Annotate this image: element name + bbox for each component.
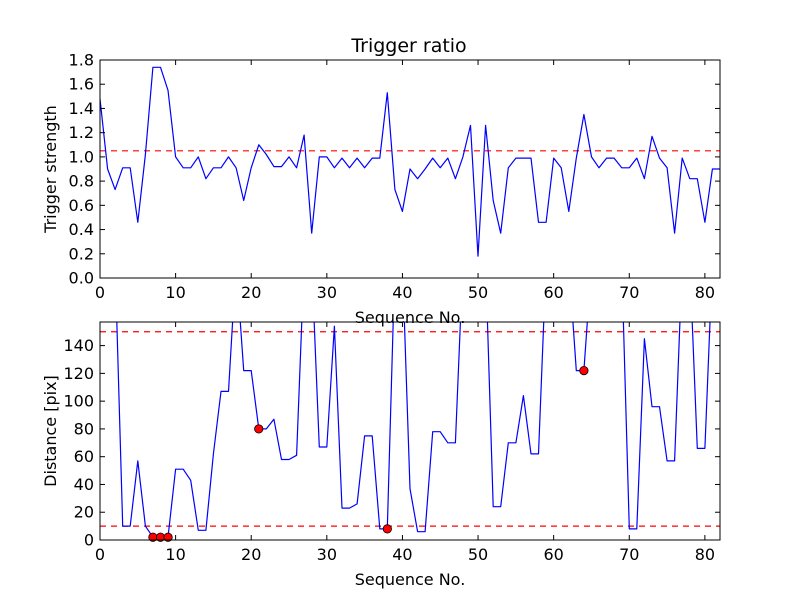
y-tick-label: 120 [63, 364, 94, 383]
highlight-marker [579, 365, 589, 376]
x-tick-label: 30 [317, 283, 337, 302]
distance-plot: 0 10 20 30 40 50 60 70 80 0 20 40 60 80 100 120 140 Seque… [41, 321, 721, 589]
chart-title: Trigger ratio [350, 35, 466, 57]
x-tick-label: 50 [468, 283, 488, 302]
y-tick-label: 0.8 [69, 172, 94, 191]
x-tick-label: 60 [543, 283, 563, 302]
x-tick-label: 0 [95, 283, 105, 302]
axes-frame [99, 59, 721, 279]
x-tick-label: 20 [241, 545, 261, 564]
y-tick-label: 0.6 [69, 196, 94, 215]
x-tick-label: 80 [695, 545, 715, 564]
x-axis-label: Sequence No. [355, 570, 466, 589]
y-tick-label: 0.4 [69, 220, 94, 239]
x-tick-label: 30 [317, 545, 337, 564]
x-tick-label: 70 [619, 283, 639, 302]
y-tick-label: 1.8 [69, 51, 94, 70]
x-tick-label: 20 [241, 283, 261, 302]
highlight-marker [163, 532, 173, 542]
y-tick-label: 0.2 [69, 244, 94, 263]
highlight-marker [382, 524, 392, 534]
trigger-ratio-plot: 0 10 20 30 40 50 60 70 80 0.0 0.2 0.4 0.6 0.8 1.0 1.2 1.… [41, 51, 721, 327]
x-tick-label: 80 [695, 283, 715, 302]
x-axis-label: Sequence No. [355, 308, 466, 327]
x-tick-label: 40 [392, 283, 412, 302]
x-tick-label: 40 [392, 545, 412, 564]
highlight-marker [254, 424, 264, 434]
x-tick-label: 70 [619, 545, 639, 564]
data-series-line [116, 322, 711, 538]
y-tick-label: 100 [63, 392, 94, 411]
y-tick-label: 1.4 [69, 99, 94, 118]
x-tick-label: 10 [165, 283, 185, 302]
y-tick-label: 20 [74, 503, 94, 522]
y-tick-label: 80 [74, 419, 94, 438]
y-axis-label: Trigger strength [41, 105, 60, 234]
y-tick-label: 1.0 [69, 147, 94, 166]
axes-frame [99, 321, 721, 541]
y-tick-label: 1.6 [69, 75, 94, 94]
y-tick-label: 40 [74, 475, 94, 494]
y-tick-label: 1.2 [69, 123, 94, 142]
y-tick-label: 60 [74, 447, 94, 466]
y-tick-label: 140 [63, 336, 94, 355]
y-axis-label: Distance [pix] [41, 375, 60, 487]
y-tick-label: 0.0 [69, 269, 94, 288]
data-series-line [100, 66, 720, 257]
y-tick-label: 0 [84, 531, 94, 550]
x-tick-label: 0 [95, 545, 105, 564]
x-tick-label: 50 [468, 545, 488, 564]
x-tick-label: 10 [165, 545, 185, 564]
x-tick-label: 60 [543, 545, 563, 564]
